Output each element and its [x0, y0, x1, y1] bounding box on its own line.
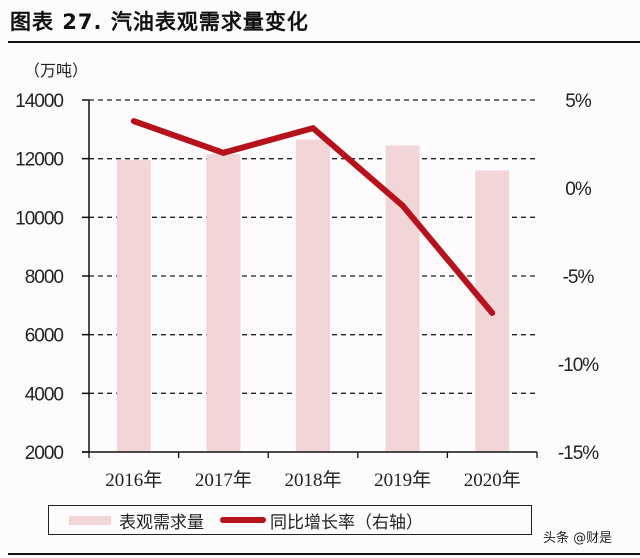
x-tick-label: 2016年 [105, 469, 162, 491]
y-tick-label: 6000 [25, 326, 64, 347]
x-tick-label: 2019年 [374, 469, 431, 491]
y-tick-label: 14000 [15, 91, 63, 112]
y-tick-label: 2000 [25, 443, 64, 464]
y2-tick-label: 5% [565, 91, 592, 112]
legend-line-label: 同比增长率（右轴） [270, 512, 423, 533]
title-divider [8, 41, 640, 43]
x-tick-label: 2020年 [464, 469, 521, 491]
legend-bar-label: 表观需求量 [119, 512, 204, 533]
chart-legend: 表观需求量 同比增长率（右轴） [48, 505, 532, 535]
legend-bar-swatch [69, 515, 111, 525]
growth-rate-line [130, 118, 496, 316]
y-tick-label: 8000 [25, 267, 64, 288]
y2-tick-label: 0% [565, 179, 592, 200]
chart-plot-area: 14000 12000 10000 8000 6000 4000 2000 2016年 2017… [15, 91, 600, 491]
y-tick-label: 10000 [15, 208, 63, 229]
y-tick-label: 12000 [15, 150, 63, 171]
bar-2018年 [296, 139, 330, 452]
bottom-divider [8, 553, 640, 555]
y2-tick-label: -15% [558, 443, 599, 464]
y-tick-label: 4000 [25, 384, 64, 405]
chart-title: 图表 27. 汽油表观需求量变化 [10, 10, 309, 34]
x-tick-label: 2018年 [284, 469, 341, 491]
bar-2017年 [206, 154, 241, 452]
x-tick-label: 2017年 [195, 469, 252, 491]
y2-tick-label: -10% [558, 355, 599, 376]
y-axis-unit-label: （万吨） [24, 61, 89, 80]
legend-line-swatch [220, 517, 266, 523]
y2-tick-label: -5% [563, 267, 595, 288]
bar-2016年 [116, 160, 151, 452]
watermark-text: 头条 @财是 [543, 527, 613, 546]
